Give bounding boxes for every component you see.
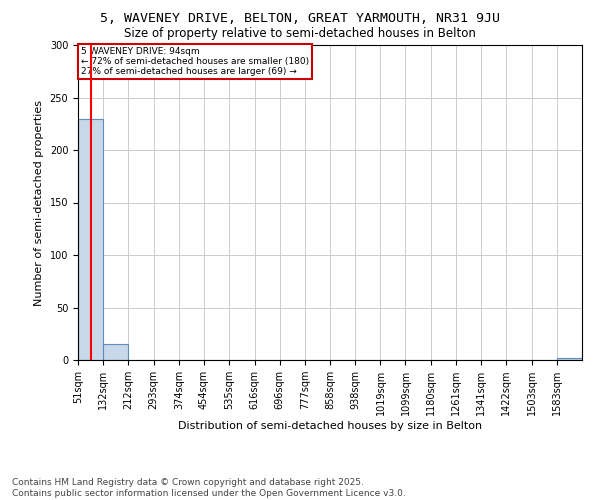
Bar [78, 118, 103, 360]
Text: Contains HM Land Registry data © Crown copyright and database right 2025.
Contai: Contains HM Land Registry data © Crown c… [12, 478, 406, 498]
Bar [557, 358, 582, 360]
X-axis label: Distribution of semi-detached houses by size in Belton: Distribution of semi-detached houses by … [178, 421, 482, 431]
Text: 5 WAVENEY DRIVE: 94sqm
← 72% of semi-detached houses are smaller (180)
27% of se: 5 WAVENEY DRIVE: 94sqm ← 72% of semi-det… [81, 46, 309, 76]
Text: 5, WAVENEY DRIVE, BELTON, GREAT YARMOUTH, NR31 9JU: 5, WAVENEY DRIVE, BELTON, GREAT YARMOUTH… [100, 12, 500, 26]
Text: Size of property relative to semi-detached houses in Belton: Size of property relative to semi-detach… [124, 28, 476, 40]
Bar [103, 344, 128, 360]
Y-axis label: Number of semi-detached properties: Number of semi-detached properties [34, 100, 44, 306]
